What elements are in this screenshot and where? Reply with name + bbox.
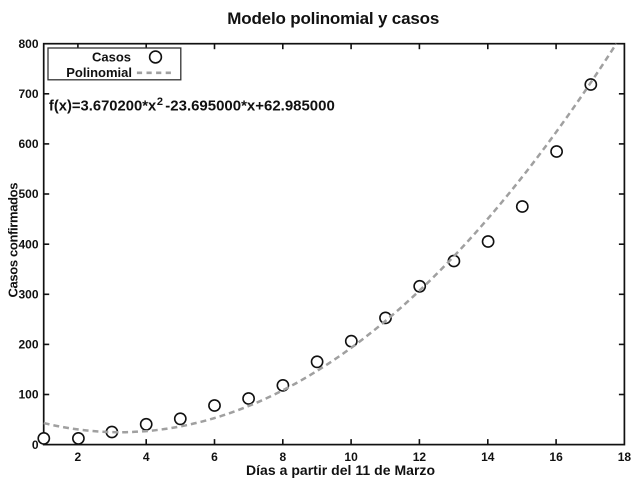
svg-text:200: 200 [18, 338, 38, 352]
svg-text:12: 12 [413, 450, 427, 464]
svg-text:Casos confirmados: Casos confirmados [6, 183, 21, 298]
svg-text:Polinomial: Polinomial [66, 65, 132, 80]
svg-text:Modelo polinomial y casos: Modelo polinomial y casos [227, 9, 439, 28]
svg-text:0: 0 [32, 438, 39, 452]
svg-text:2: 2 [157, 96, 163, 108]
svg-text:16: 16 [549, 450, 563, 464]
svg-text:500: 500 [18, 187, 38, 201]
svg-text:f(x)=3.670200*x: f(x)=3.670200*x [49, 98, 157, 115]
svg-text:8: 8 [279, 450, 286, 464]
svg-text:Días a partir del 11 de Marzo: Días a partir del 11 de Marzo [246, 462, 435, 478]
svg-text:2: 2 [75, 450, 82, 464]
svg-text:-23.695000*x+62.985000: -23.695000*x+62.985000 [165, 98, 334, 115]
svg-text:6: 6 [211, 450, 218, 464]
svg-text:100: 100 [18, 388, 38, 402]
svg-text:14: 14 [481, 450, 495, 464]
svg-text:4: 4 [143, 450, 150, 464]
svg-text:400: 400 [18, 237, 38, 251]
svg-text:800: 800 [18, 37, 38, 51]
svg-text:300: 300 [18, 288, 38, 302]
svg-text:600: 600 [18, 137, 38, 151]
svg-text:Casos: Casos [92, 50, 131, 65]
svg-text:10: 10 [344, 450, 358, 464]
svg-text:18: 18 [618, 450, 632, 464]
svg-text:700: 700 [18, 87, 38, 101]
